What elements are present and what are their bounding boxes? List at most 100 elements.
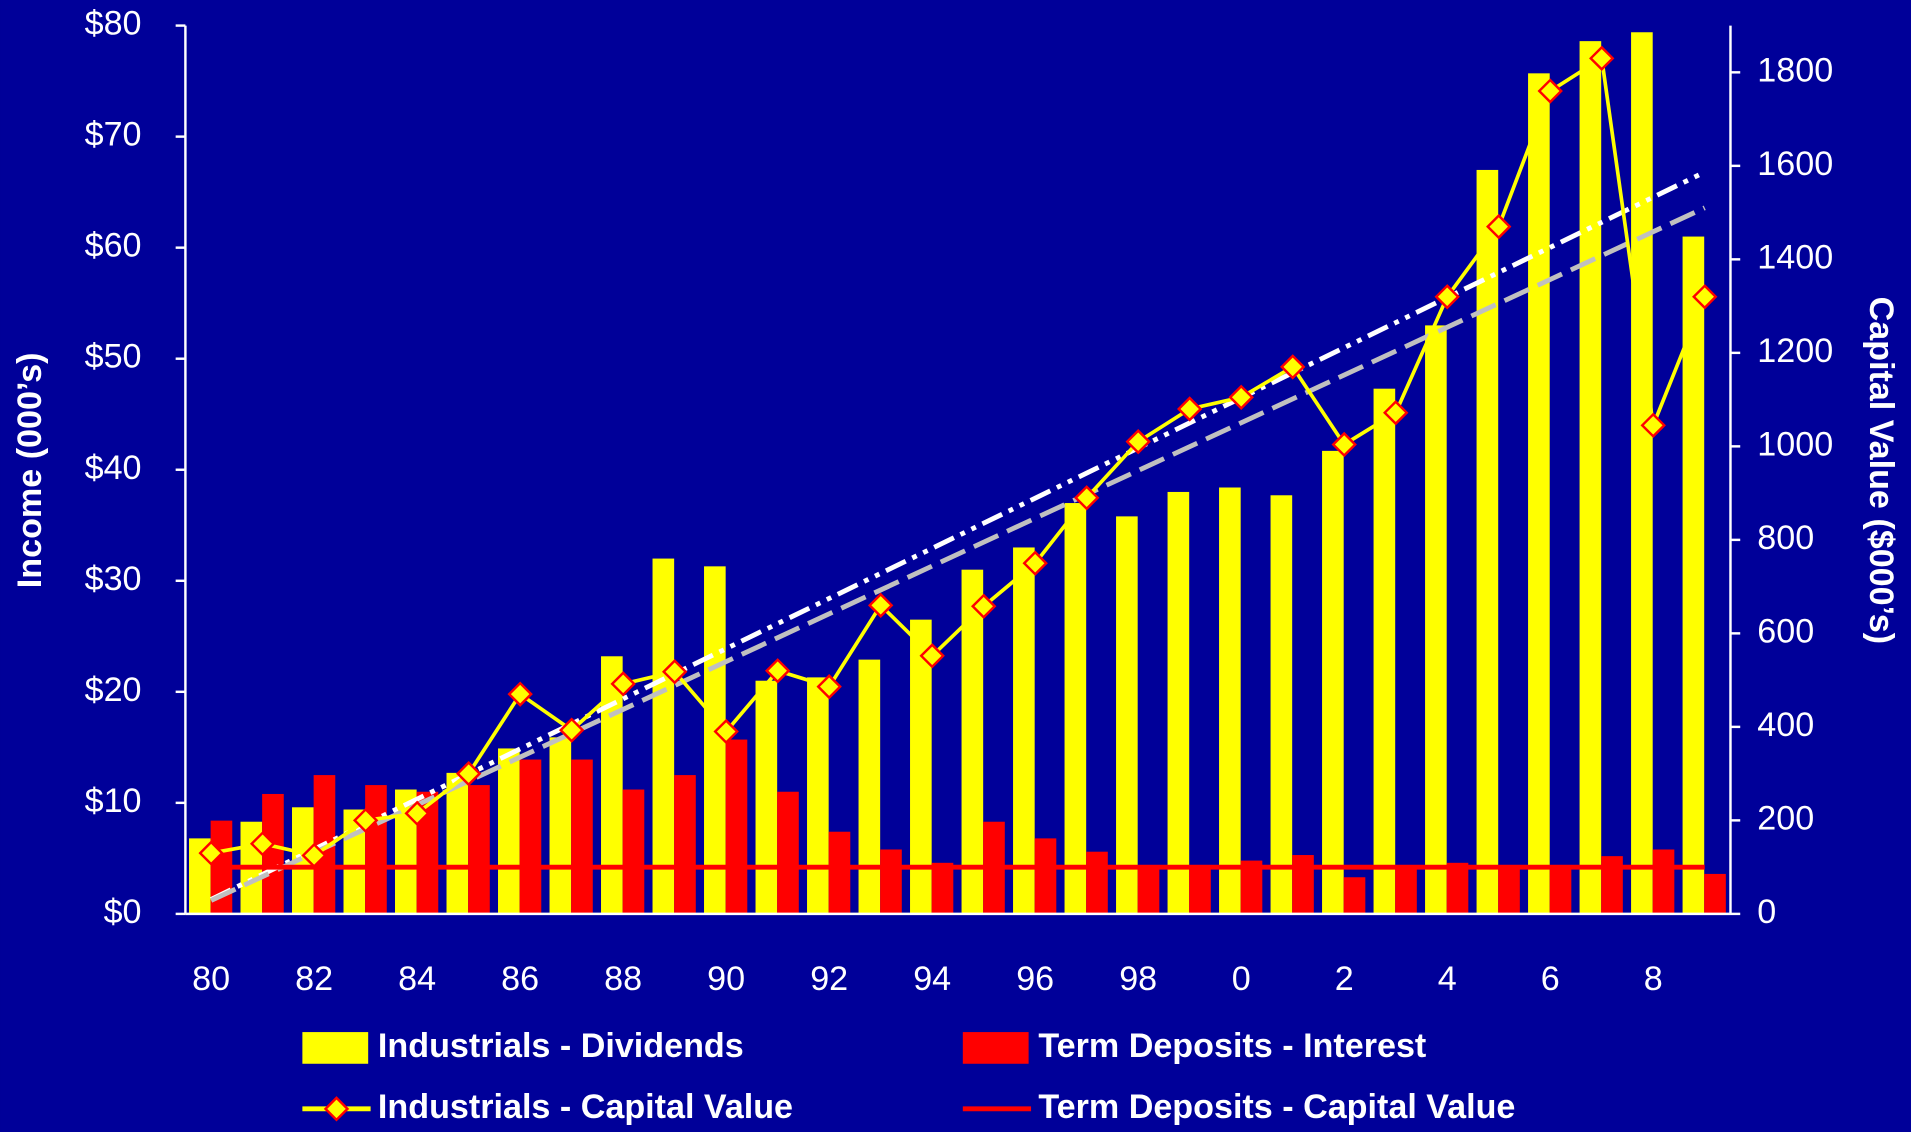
bar — [1476, 169, 1499, 914]
bar — [880, 849, 902, 914]
marker — [1486, 213, 1512, 240]
bar — [292, 807, 314, 914]
bar — [1270, 495, 1293, 914]
legend-label: Industrials - Dividends — [378, 1027, 744, 1065]
y-tick-label: $30 — [85, 560, 142, 598]
bar — [1116, 516, 1138, 914]
bar — [622, 789, 645, 914]
bar — [1240, 860, 1263, 914]
marker — [1074, 485, 1100, 511]
marker — [610, 671, 636, 697]
bar — [395, 789, 417, 914]
y-tick-label: $10 — [85, 782, 142, 820]
y-tick-label: $50 — [85, 338, 142, 376]
x-tick-label: 4 — [1438, 960, 1457, 998]
bar — [601, 656, 623, 914]
bar — [519, 759, 542, 914]
x-tick-label: 88 — [604, 960, 642, 998]
y2-tick-label: 0 — [1757, 893, 1776, 931]
marker — [1640, 412, 1666, 439]
bar — [1373, 388, 1396, 914]
bar — [1631, 32, 1653, 914]
marker — [249, 831, 276, 857]
bar — [1704, 873, 1726, 914]
marker — [352, 807, 379, 834]
y2-tick-label: 800 — [1757, 519, 1814, 557]
bar — [1549, 865, 1572, 914]
line — [210, 55, 1707, 858]
x-tick-label: 94 — [913, 960, 951, 998]
bar — [961, 569, 984, 914]
y2-tick-label: 1800 — [1757, 51, 1833, 89]
legend-label: Term Deposits - Capital Value — [1038, 1088, 1515, 1126]
bar — [652, 558, 675, 914]
bar — [1652, 849, 1675, 914]
marker — [198, 840, 224, 866]
x-tick-label: 0 — [1232, 960, 1251, 998]
bar — [777, 791, 799, 914]
bar — [828, 831, 851, 914]
marker — [1177, 396, 1203, 422]
bar — [262, 793, 284, 914]
bar — [1219, 487, 1241, 914]
bar — [1189, 866, 1211, 914]
bar — [498, 748, 520, 914]
marker — [1692, 284, 1718, 310]
y2-tick-label: 1400 — [1757, 238, 1833, 276]
y2-tick-label: 1200 — [1757, 332, 1833, 370]
bar — [807, 677, 829, 914]
marker — [970, 593, 997, 619]
y2-tick-label: 1600 — [1757, 145, 1833, 183]
marker — [1280, 354, 1306, 380]
marker — [1537, 78, 1563, 104]
bar — [1086, 851, 1108, 914]
y-tick-label: $20 — [85, 671, 142, 709]
bar — [1137, 865, 1160, 914]
bar — [858, 659, 881, 914]
marker — [1331, 431, 1357, 458]
x-tick-label: 80 — [192, 960, 230, 998]
bar — [1528, 73, 1550, 914]
marker — [507, 681, 533, 707]
bar — [725, 739, 748, 914]
bar — [931, 862, 954, 914]
x-tick-label: 92 — [810, 960, 848, 998]
bar — [446, 772, 469, 914]
y-tick-label: $40 — [85, 449, 142, 487]
bar — [674, 775, 696, 914]
bar — [1579, 41, 1602, 914]
legend-swatch — [302, 1032, 369, 1064]
bar — [1292, 855, 1314, 914]
bar — [1425, 325, 1447, 914]
bar — [365, 785, 387, 914]
y2-tick-label: 400 — [1757, 706, 1814, 744]
marker — [816, 673, 842, 700]
bar — [468, 785, 490, 914]
y2-tick-label: 200 — [1757, 799, 1814, 837]
x-tick-label: 98 — [1119, 960, 1157, 998]
bar — [571, 759, 593, 914]
bar — [416, 791, 439, 914]
x-tick-label: 84 — [398, 960, 436, 998]
bar — [1498, 865, 1520, 914]
y-tick-label: $60 — [85, 227, 142, 265]
bar — [910, 619, 932, 914]
bar — [1395, 866, 1417, 914]
marker — [404, 800, 430, 827]
x-tick-label: 82 — [295, 960, 333, 998]
y-tick-label: $0 — [104, 893, 142, 931]
x-tick-label: 2 — [1335, 960, 1354, 998]
y2-axis-title: Capital Value ($000’s) — [1862, 297, 1900, 645]
y-tick-label: $80 — [85, 5, 142, 43]
y-axis-title: Income (000’s) — [11, 352, 49, 588]
bar — [1322, 450, 1344, 914]
legend-marker — [323, 1096, 350, 1122]
trend-line — [210, 205, 1706, 903]
legend-swatch — [962, 1032, 1029, 1064]
marker — [764, 658, 791, 684]
bar — [755, 680, 778, 914]
x-tick-label: 96 — [1016, 960, 1054, 998]
bar — [1064, 503, 1087, 914]
marker — [455, 760, 482, 787]
